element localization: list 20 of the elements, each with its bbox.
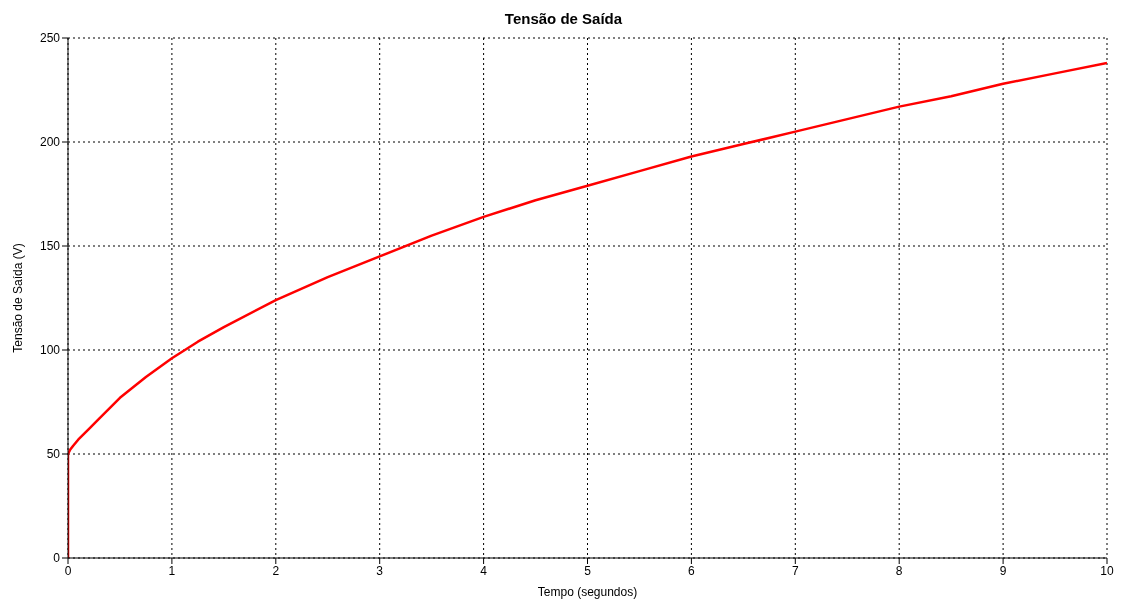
x-tick-label: 0 [64,563,72,578]
y-tick-label: 200 [39,135,61,150]
y-tick-label: 150 [39,239,61,254]
x-tick-label: 4 [480,563,488,578]
y-tick-label: 0 [53,551,61,566]
x-tick-label: 1 [168,563,176,578]
y-tick-label: 250 [39,31,61,46]
y-axis-title: Tensão de Saída (V) [11,243,26,353]
x-tick-label: 3 [376,563,384,578]
x-tick-label: 10 [1100,563,1114,578]
x-tick-label: 2 [272,563,280,578]
y-tick-label: 100 [39,343,61,358]
x-tick-label: 5 [584,563,592,578]
y-tick-label: 50 [46,447,61,462]
x-tick-label: 7 [791,563,799,578]
x-tick-label: 8 [895,563,903,578]
x-tick-label: 6 [688,563,696,578]
x-axis-title: Tempo (segundos) [537,585,638,599]
chart-title: Tensão de Saída [503,9,624,29]
x-tick-label: 9 [999,563,1007,578]
